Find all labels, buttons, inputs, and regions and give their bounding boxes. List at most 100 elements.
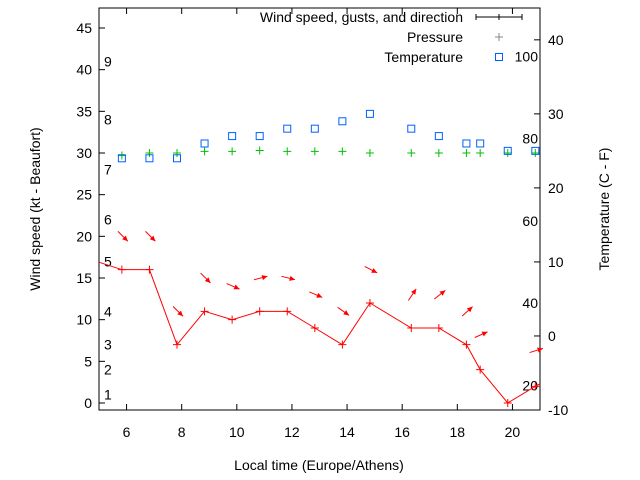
y-tick-label: 10	[76, 312, 92, 328]
wind-direction-arrow	[364, 266, 378, 274]
wind-direction-arrow	[434, 289, 446, 300]
pressure-point	[365, 149, 374, 157]
arrow-head	[371, 268, 378, 273]
wind-speed-line	[98, 261, 541, 404]
pressure-point	[173, 149, 182, 157]
arrow-head	[177, 310, 183, 317]
wind-speed-point	[200, 307, 209, 316]
y-tick-label: 5	[84, 353, 92, 369]
temperature-point	[531, 146, 540, 155]
temperature-point	[255, 132, 264, 141]
arrow-head	[439, 290, 446, 296]
chart-marks	[98, 109, 544, 407]
wind-direction-arrow	[474, 331, 488, 338]
wind-speed-point	[476, 365, 485, 374]
wind-direction-arrow	[337, 306, 350, 316]
wind-speed-point	[531, 382, 540, 391]
y2-tick-label: 0	[548, 328, 556, 344]
beaufort-label: 3	[104, 337, 112, 353]
pressure-point	[531, 149, 540, 157]
x-tick-label: 20	[505, 424, 521, 440]
legend-label: Temperature	[384, 49, 463, 65]
legend-label: Pressure	[407, 29, 463, 45]
y2-tick-label: 30	[548, 106, 564, 122]
fahrenheit-label: 60	[522, 213, 538, 229]
pressure-point	[407, 149, 416, 157]
y2-tick-label: -10	[548, 402, 568, 418]
temperature-point	[145, 154, 154, 163]
beaufort-label: 9	[104, 53, 112, 69]
arrow-head	[289, 275, 296, 281]
legend-errorbar-icon	[475, 14, 523, 20]
arrow-head	[233, 284, 240, 290]
arrow-head	[411, 288, 417, 295]
x-tick-label: 16	[394, 424, 410, 440]
y-axis-label: Wind speed (kt - Beaufort)	[27, 127, 43, 290]
pressure-point	[434, 149, 443, 157]
x-tick-label: 12	[284, 424, 300, 440]
temperature-point	[407, 124, 416, 133]
y-tick-label: 35	[76, 103, 92, 119]
arrow-head	[316, 292, 323, 298]
wind-direction-arrow	[309, 291, 323, 298]
pressure-point	[117, 151, 126, 160]
y-tick-label: 45	[76, 20, 92, 36]
x-tick-label: 8	[178, 424, 186, 440]
x-axis-label: Local time (Europe/Athens)	[234, 457, 404, 473]
legend-plus-icon	[495, 33, 503, 41]
pressure-point	[476, 149, 485, 157]
y-tick-label: 25	[76, 187, 92, 203]
wind-speed-point	[407, 324, 416, 332]
y-tick-label: 20	[76, 228, 92, 244]
wind-speed-point	[434, 324, 443, 332]
temperature-point	[503, 146, 512, 155]
wind-direction-arrow	[117, 231, 129, 242]
arrow-head	[149, 235, 156, 242]
wind-speed-point	[117, 265, 126, 274]
axes: 6 8 10 12 14 16 18 20051015202530354045-1001020…	[76, 7, 568, 440]
pressure-point	[503, 149, 512, 157]
arrow-head	[481, 331, 488, 337]
pressure-point	[462, 149, 471, 157]
temperature-point	[365, 109, 374, 118]
arrow-head	[204, 277, 211, 283]
temperature-point	[338, 117, 347, 126]
y2-axis-label: Temperature (C - F)	[596, 148, 612, 271]
wind-speed-point	[283, 307, 292, 316]
wind-direction-arrow	[461, 306, 473, 317]
fahrenheit-label: 80	[522, 131, 538, 147]
temperature-point	[310, 124, 319, 133]
wind-direction-arrow	[172, 306, 184, 317]
arrow-head	[466, 306, 473, 313]
pressure-point	[145, 149, 154, 157]
legend: Wind speed, gusts, and direction Pressure…	[260, 9, 523, 65]
beaufort-label: 2	[104, 362, 112, 378]
y2-tick-label: 40	[548, 32, 564, 48]
wind-speed-point	[255, 307, 264, 316]
pressure-point	[200, 147, 209, 156]
temperature-point	[117, 154, 126, 163]
wind-speed-point	[310, 324, 319, 332]
y-tick-label: 0	[84, 395, 92, 411]
pressure-point	[310, 147, 319, 156]
y2-tick-label: 20	[548, 180, 564, 196]
y-tick-label: 15	[76, 270, 92, 286]
beaufort-label: 5	[104, 253, 112, 269]
fahrenheit-label: 40	[522, 295, 538, 311]
arrow-head	[343, 310, 350, 316]
wind-speed-point	[228, 315, 237, 324]
arrow-head	[537, 347, 544, 353]
legend-square-icon	[495, 53, 503, 61]
beaufort-label: 7	[104, 162, 112, 178]
wind-speed-point	[145, 265, 154, 274]
temperature-point	[476, 139, 485, 148]
fahrenheit-label: 20	[522, 377, 538, 393]
plot-border	[98, 7, 541, 411]
wind-speed-point	[338, 340, 347, 349]
pressure-point	[283, 147, 292, 156]
temperature-point	[173, 154, 182, 163]
x-tick-label: 14	[339, 424, 355, 440]
pressure-point	[255, 146, 264, 155]
y-tick-label: 30	[76, 145, 92, 161]
wind-speed-point	[462, 340, 471, 349]
